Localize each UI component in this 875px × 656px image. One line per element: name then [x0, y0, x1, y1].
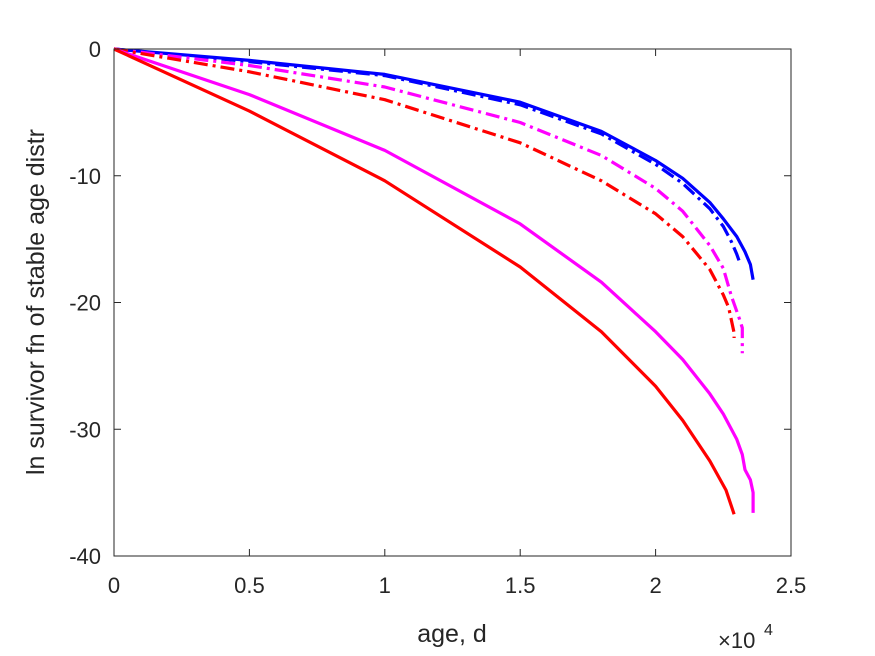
series-line-6 — [113, 47, 736, 515]
x-tick-label: 0.5 — [234, 573, 265, 598]
x-axis: 0 0.5 1 1.5 2 2.5 — [108, 49, 806, 598]
x-axis-exponent: ×10 4 — [718, 622, 773, 653]
plot-area — [114, 49, 791, 556]
series-layer — [113, 47, 755, 515]
y-axis: 0 -10 -20 -30 -40 — [69, 37, 791, 569]
series-line-5 — [113, 47, 755, 513]
x-tick-label: 2.5 — [776, 573, 807, 598]
x-axis-label: age, d — [417, 620, 487, 648]
y-tick-label: -20 — [69, 291, 101, 316]
y-tick-label: -10 — [69, 164, 101, 189]
x-tick-label: 0 — [108, 573, 120, 598]
y-tick-label: -40 — [69, 544, 101, 569]
y-axis-label: ln survivor fn of stable age distr — [22, 129, 50, 475]
x-tick-label: 1 — [379, 573, 391, 598]
y-tick-label: -30 — [69, 417, 101, 442]
x-exponent-power: 4 — [764, 622, 773, 639]
y-tick-label: 0 — [89, 37, 101, 62]
x-exponent-base: ×10 — [718, 628, 755, 653]
x-tick-label: 1.5 — [505, 573, 536, 598]
series-line-4 — [113, 47, 736, 338]
series-line-2 — [113, 47, 742, 263]
series-line-3 — [113, 47, 744, 354]
x-tick-label: 2 — [649, 573, 661, 598]
